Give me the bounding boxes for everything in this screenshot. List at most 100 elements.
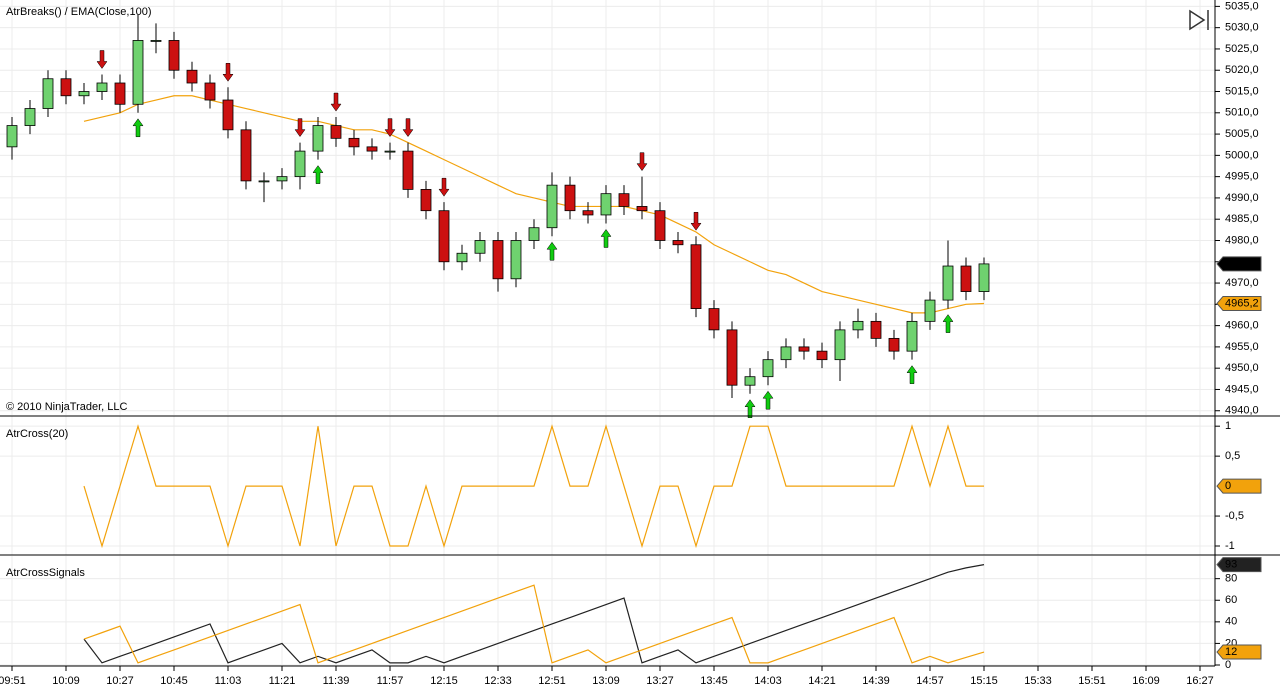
- candle-body: [654, 210, 666, 241]
- y-tick-label: 5000,0: [1225, 149, 1259, 161]
- candle-body: [888, 337, 900, 352]
- candle-body: [636, 206, 648, 212]
- candle-body: [618, 193, 630, 207]
- candle-body: [42, 78, 54, 109]
- candle-body: [708, 308, 720, 331]
- x-tick-label: 10:27: [106, 675, 134, 687]
- x-tick-label: 14:39: [862, 675, 890, 687]
- candle-body: [582, 210, 594, 216]
- up-arrow: [942, 314, 954, 333]
- x-tick-label: 13:27: [646, 675, 674, 687]
- value-badge: [1216, 478, 1262, 494]
- candle-body: [6, 125, 18, 148]
- y-tick-label: 4990,0: [1225, 192, 1259, 204]
- candle-body: [546, 184, 558, 229]
- x-tick-label: 15:15: [970, 675, 998, 687]
- up-arrow: [132, 118, 144, 138]
- ema-line: [83, 95, 985, 314]
- candle-body: [438, 210, 450, 263]
- y-tick-label: -0,5: [1225, 510, 1244, 522]
- value-badge: [1216, 644, 1262, 660]
- x-tick-label: 10:45: [160, 675, 188, 687]
- down-arrow: [96, 50, 108, 69]
- y-tick-label: 4955,0: [1225, 341, 1259, 353]
- x-tick-label: 16:09: [1132, 675, 1160, 687]
- x-tick-label: 11:39: [323, 675, 350, 687]
- x-tick-label: 15:51: [1078, 675, 1106, 687]
- marks: [6, 14, 990, 664]
- candle-body: [564, 184, 576, 212]
- y-tick-label: 4950,0: [1225, 362, 1259, 374]
- candle-body: [744, 376, 756, 386]
- y-tick-label: 1: [1225, 420, 1231, 432]
- series-line: [83, 564, 985, 664]
- up-arrow: [744, 399, 756, 418]
- pane-title: AtrCrossSignals: [6, 567, 85, 579]
- candle-body: [114, 82, 126, 105]
- value-badge-label: 93: [1225, 559, 1237, 571]
- y-tick-label: 5035,0: [1225, 0, 1259, 12]
- x-tick-label: 15:33: [1024, 675, 1052, 687]
- candle-body: [942, 265, 954, 301]
- x-tick-label: 14:57: [916, 675, 944, 687]
- candle-body: [474, 240, 486, 254]
- up-arrow: [312, 165, 324, 184]
- candle-body: [600, 193, 612, 216]
- candle-body: [348, 137, 360, 148]
- down-arrow: [222, 63, 234, 82]
- panel-toggle-icon[interactable]: [1189, 9, 1209, 31]
- candle-body: [258, 180, 270, 183]
- value-badge-label: 12: [1225, 646, 1237, 658]
- candle-body: [852, 320, 864, 331]
- y-tick-label: -1: [1225, 540, 1235, 552]
- candle-body: [384, 150, 396, 153]
- candle-body: [168, 40, 180, 71]
- candle-body: [528, 227, 540, 241]
- candle-body: [132, 40, 144, 105]
- y-tick-label: 5010,0: [1225, 107, 1259, 119]
- candle-body: [762, 359, 774, 378]
- candle-body: [60, 78, 72, 97]
- y-tick-label: 4940,0: [1225, 405, 1259, 417]
- x-tick-label: 14:21: [808, 675, 836, 687]
- candle-body: [870, 320, 882, 339]
- y-tick-label: 0: [1225, 659, 1231, 671]
- candle-body: [330, 125, 342, 139]
- value-badge-label: 4974,5: [1225, 258, 1259, 270]
- x-tick-label: 12:15: [430, 675, 458, 687]
- y-tick-label: 80: [1225, 573, 1237, 585]
- candle-body: [906, 320, 918, 352]
- pane-title: AtrBreaks() / EMA(Close,100): [6, 6, 151, 18]
- up-arrow: [600, 229, 612, 248]
- candle-body: [276, 176, 288, 182]
- y-tick-label: 5005,0: [1225, 128, 1259, 140]
- candle-body: [834, 329, 846, 361]
- icon-triangle[interactable]: [1189, 9, 1206, 31]
- candle-body: [510, 240, 522, 280]
- y-tick-label: 0,5: [1225, 450, 1240, 462]
- y-tick-label: 5020,0: [1225, 64, 1259, 76]
- pane-title: AtrCross(20): [6, 428, 68, 440]
- value-badge: [1216, 256, 1262, 272]
- candle-body: [960, 265, 972, 292]
- candle-body: [186, 69, 198, 84]
- down-arrow: [384, 118, 396, 138]
- y-tick-label: 5030,0: [1225, 22, 1259, 34]
- candle-body: [726, 329, 738, 386]
- candle-body: [294, 150, 306, 178]
- candle-body: [24, 108, 36, 126]
- candle-body: [402, 150, 414, 190]
- y-tick-label: 5015,0: [1225, 85, 1259, 97]
- down-arrow: [330, 92, 342, 112]
- down-arrow: [636, 152, 648, 172]
- candle-body: [780, 346, 792, 361]
- y-tick-label: 4970,0: [1225, 277, 1259, 289]
- y-tick-label: 60: [1225, 594, 1237, 606]
- candle-body: [312, 125, 324, 152]
- down-arrow: [438, 177, 450, 197]
- x-tick-label: 10:09: [52, 675, 80, 687]
- candle-body: [816, 350, 828, 361]
- up-arrow: [906, 365, 918, 384]
- y-tick-label: 40: [1225, 616, 1237, 628]
